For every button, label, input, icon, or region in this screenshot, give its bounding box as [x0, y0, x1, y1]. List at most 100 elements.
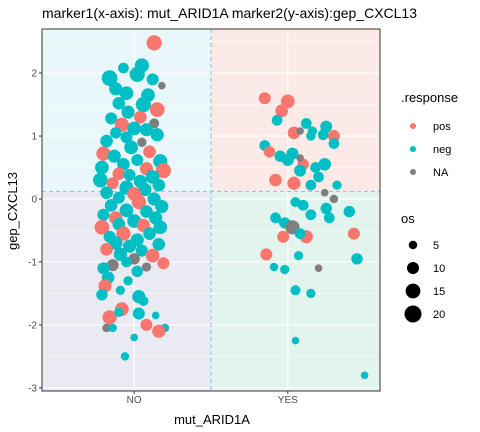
data-point: [105, 112, 118, 125]
data-point: [123, 276, 133, 286]
legend-response: .response pos neg NA: [401, 90, 458, 179]
data-point: [296, 154, 304, 162]
data-point: [102, 323, 111, 333]
data-point: [149, 102, 165, 117]
data-point: [100, 134, 113, 148]
data-point: [124, 140, 138, 155]
x-tick-label: NO: [127, 395, 142, 406]
quadrant-bottom-left: [42, 191, 211, 391]
data-point: [115, 285, 126, 295]
data-point: [343, 205, 355, 218]
data-point: [93, 172, 108, 188]
x-axis-ticks: NO YES: [127, 391, 298, 406]
y-tick-label: 2: [31, 69, 37, 80]
legend-size-key: [408, 240, 418, 250]
data-point: [109, 82, 123, 96]
legend-response-title: .response: [401, 90, 458, 105]
data-point: [108, 236, 123, 250]
data-point: [310, 162, 321, 173]
data-point: [100, 243, 113, 256]
data-point: [305, 179, 317, 191]
data-point: [104, 198, 118, 212]
data-point: [119, 203, 134, 218]
legend-response-key: [410, 169, 416, 175]
data-point: [112, 96, 126, 110]
data-point: [117, 158, 130, 171]
data-point: [153, 220, 168, 235]
data-point: [275, 104, 288, 118]
data-point: [135, 244, 148, 257]
data-point: [146, 35, 162, 51]
data-point: [102, 310, 117, 325]
y-axis-ticks: -3 -2 -1 0 1 2: [28, 69, 42, 394]
data-point: [150, 128, 164, 142]
data-point: [290, 285, 301, 296]
data-point: [123, 169, 136, 182]
data-point: [323, 212, 335, 224]
data-point: [120, 131, 133, 144]
data-point: [121, 105, 135, 119]
data-point: [127, 121, 142, 136]
data-point: [151, 311, 160, 320]
data-point: [118, 62, 129, 74]
legend-size-label: 15: [433, 286, 445, 298]
x-axis-title: mut_ARID1A: [174, 412, 250, 427]
data-point: [110, 127, 122, 139]
data-point: [131, 195, 146, 210]
data-point: [106, 259, 119, 272]
data-point: [158, 81, 166, 90]
x-tick-label: YES: [278, 395, 298, 406]
data-point: [258, 92, 271, 105]
data-point: [132, 307, 145, 320]
data-point: [112, 167, 126, 181]
data-point: [269, 262, 279, 272]
data-point: [260, 248, 273, 261]
legend-size-label: 20: [433, 309, 445, 321]
data-point: [140, 205, 153, 218]
data-point: [95, 160, 109, 175]
legend-size-label: 10: [433, 263, 445, 275]
data-point: [139, 123, 154, 137]
data-point: [119, 86, 134, 101]
legend-response-label: neg: [433, 144, 451, 156]
data-point: [313, 171, 324, 183]
data-point: [291, 336, 300, 345]
data-point: [112, 191, 125, 204]
y-tick-label: 0: [31, 194, 37, 205]
data-point: [320, 188, 329, 197]
data-point: [347, 227, 360, 240]
data-point: [114, 307, 124, 317]
legend-size-key: [404, 305, 422, 323]
data-point: [143, 145, 156, 159]
data-point: [270, 212, 281, 224]
data-point: [131, 153, 144, 166]
data-point: [138, 182, 152, 197]
data-point: [294, 228, 306, 239]
data-point: [152, 178, 166, 192]
data-point: [320, 202, 332, 215]
data-point: [122, 239, 137, 253]
data-point: [300, 118, 312, 129]
data-points: [93, 35, 369, 380]
data-point: [305, 209, 317, 221]
data-point: [96, 288, 108, 301]
data-point: [146, 73, 159, 86]
data-point: [152, 238, 166, 251]
data-point: [318, 158, 331, 171]
data-point: [327, 130, 340, 143]
data-point: [131, 265, 143, 278]
data-point: [287, 176, 301, 190]
data-point: [271, 114, 283, 126]
data-point: [100, 186, 113, 199]
data-point: [120, 352, 130, 361]
data-point: [294, 164, 307, 177]
data-point: [94, 219, 110, 235]
data-point: [97, 208, 110, 221]
data-point: [140, 318, 153, 331]
data-point: [137, 137, 147, 147]
data-point: [138, 295, 149, 306]
data-point: [157, 257, 170, 270]
data-point: [107, 149, 121, 163]
data-point: [101, 70, 118, 86]
data-point: [306, 288, 316, 299]
